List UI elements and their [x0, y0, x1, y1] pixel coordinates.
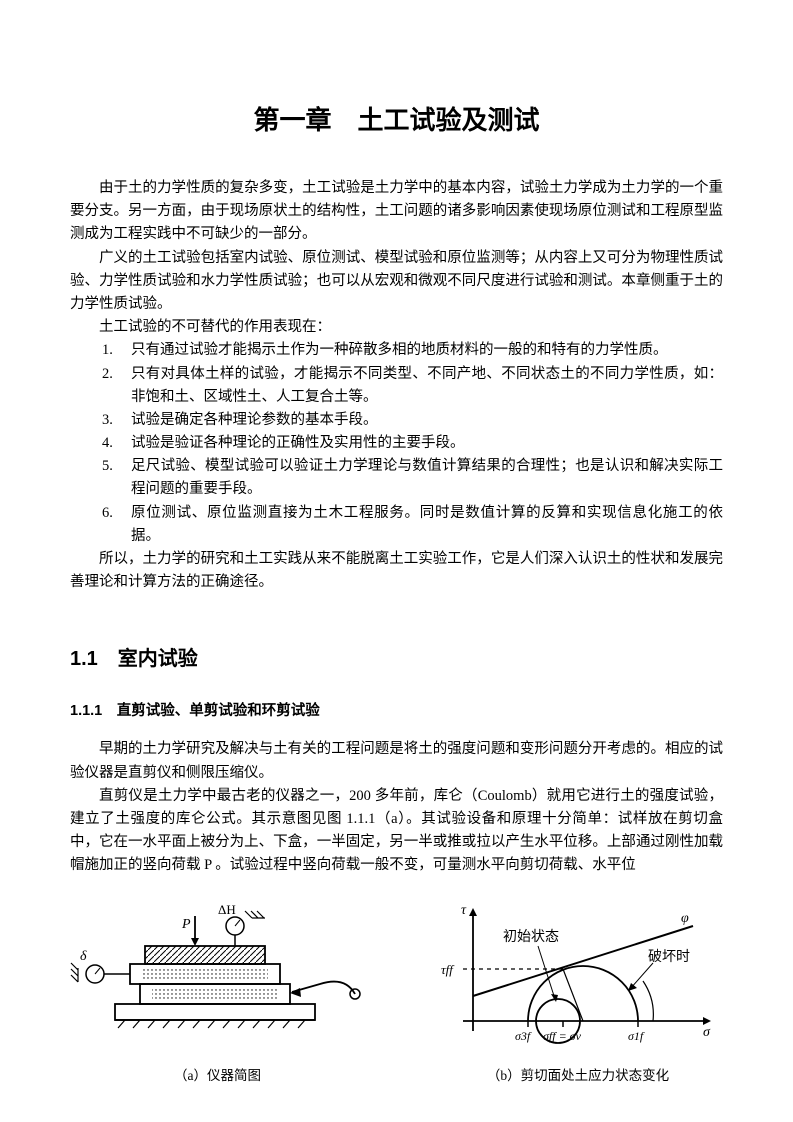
- apparatus-diagram-icon: P ΔH δ: [70, 896, 365, 1056]
- list-item: 4.试验是验证各种理论的正确性及实用性的主要手段。: [102, 432, 723, 455]
- figure-a: P ΔH δ （a）仪器简图: [70, 896, 365, 1084]
- list-item: 3.试验是确定各种理论参数的基本手段。: [102, 409, 723, 432]
- list-item: 6.原位测试、原位监测直接为土木工程服务。同时是数值计算的反算和实现信息化施工的…: [102, 502, 723, 548]
- figure-row: P ΔH δ （a）仪器简图: [70, 896, 723, 1084]
- figure-b-caption: （b）剪切面处土应力状态变化: [487, 1064, 669, 1084]
- svg-text:τff: τff: [441, 962, 455, 977]
- subsection-1-1-1-title: 1.1.1 直剪试验、单剪试验和环剪试验: [70, 699, 723, 720]
- stress-state-diagram-icon: τ σ φ τff σ3f σff = σv σ1f 初始状态: [433, 896, 723, 1056]
- svg-text:τ: τ: [461, 903, 467, 918]
- section-1-1-title: 1.1 室内试验: [70, 642, 723, 671]
- svg-text:P: P: [181, 917, 191, 932]
- body-paragraph-2: 直剪仪是土力学中最古老的仪器之一，200 多年前，库仑（Coulomb）就用它进…: [70, 785, 723, 878]
- svg-text:σ: σ: [703, 1025, 711, 1040]
- chapter-title: 第一章 土工试验及测试: [70, 100, 723, 137]
- svg-text:破坏时: 破坏时: [648, 949, 690, 965]
- intro-paragraph-3: 土工试验的不可替代的作用表现在：: [70, 316, 723, 339]
- svg-text:ΔH: ΔH: [218, 902, 236, 917]
- list-item: 5.足尺试验、模型试验可以验证土力学理论与数值计算结果的合理性；也是认识和解决实…: [102, 455, 723, 501]
- svg-text:φ: φ: [681, 911, 689, 926]
- list-item: 2.只有对具体土样的试验，才能揭示不同类型、不同产地、不同状态土的不同力学性质，…: [102, 363, 723, 409]
- list-item: 1.只有通过试验才能揭示土作为一种碎散多相的地质材料的一般的和特有的力学性质。: [102, 339, 723, 362]
- svg-text:σff = σv: σff = σv: [543, 1029, 582, 1043]
- intro-paragraph-4: 所以，土力学的研究和土工实践从来不能脱离土工实验工作，它是人们深入认识土的性状和…: [70, 548, 723, 594]
- figure-a-caption: （a）仪器简图: [174, 1064, 261, 1084]
- intro-paragraph-1: 由于土的力学性质的复杂多变，土工试验是土力学中的基本内容，试验土力学成为土力学的…: [70, 177, 723, 247]
- numbered-list: 1.只有通过试验才能揭示土作为一种碎散多相的地质材料的一般的和特有的力学性质。 …: [102, 339, 723, 548]
- body-paragraph-1: 早期的土力学研究及解决与土有关的工程问题是将土的强度问题和变形问题分开考虑的。相…: [70, 738, 723, 784]
- svg-text:初始状态: 初始状态: [503, 928, 559, 945]
- figure-b: τ σ φ τff σ3f σff = σv σ1f 初始状态: [433, 896, 723, 1084]
- svg-text:δ: δ: [80, 949, 87, 964]
- svg-text:σ3f: σ3f: [515, 1029, 532, 1043]
- svg-text:σ1f: σ1f: [628, 1029, 645, 1043]
- intro-paragraph-2: 广义的土工试验包括室内试验、原位测试、模型试验和原位监测等；从内容上又可分为物理…: [70, 247, 723, 317]
